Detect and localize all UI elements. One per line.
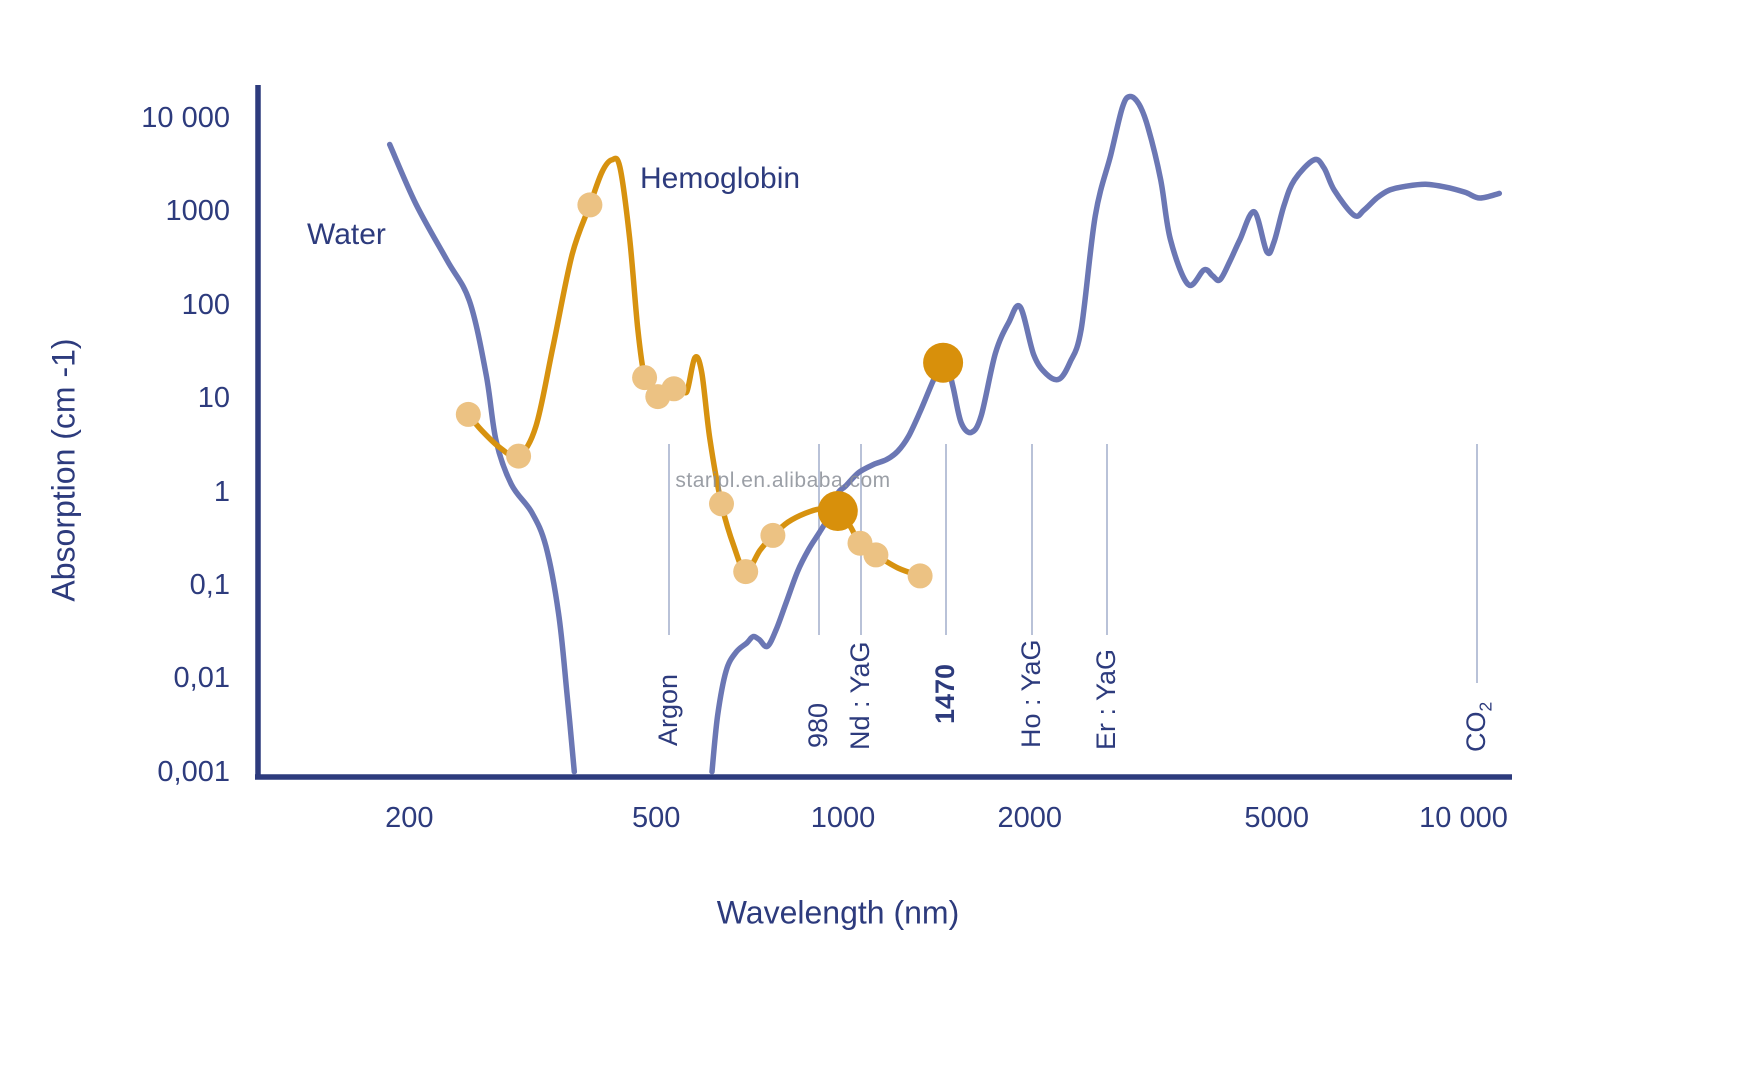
- laser-line-1470: [945, 444, 947, 635]
- laser-line-hoyag: [1031, 444, 1033, 635]
- y-tick-label: 10: [197, 382, 230, 415]
- hemoglobin-curve-label: Hemoglobin: [640, 162, 801, 195]
- y-tick-label: 0,001: [157, 755, 230, 788]
- small-marker-dot: [907, 563, 933, 589]
- small-marker-dot: [863, 542, 889, 568]
- laser-line-eryag: [1106, 444, 1108, 635]
- x-tick-label: 5000: [1244, 802, 1309, 834]
- y-tick-label: 0,1: [189, 569, 230, 601]
- laser-line-980: [818, 444, 820, 635]
- x-tick-label: 500: [631, 802, 681, 834]
- small-marker-dot: [455, 401, 481, 427]
- laser-label-1470: 1470: [930, 663, 960, 724]
- large-marker-dot: [817, 491, 858, 531]
- x-axis-title: Wavelength (nm): [716, 894, 960, 931]
- laser-line-co2: [1476, 444, 1478, 683]
- x-tick-label: 10 000: [1419, 802, 1508, 834]
- laser-label-argon: Argon: [653, 673, 683, 746]
- small-marker-dot: [661, 376, 687, 402]
- x-tick-label: 200: [385, 802, 434, 834]
- y-tick-label: 100: [181, 288, 230, 321]
- laser-line-argon: [668, 444, 670, 635]
- y-tick-label: 0,01: [173, 662, 230, 695]
- y-tick-label: 1000: [165, 195, 230, 228]
- watermark: staripl.en.alibaba.com: [675, 469, 891, 492]
- water-curve-label: Water: [307, 218, 386, 251]
- small-marker-dot: [709, 491, 734, 517]
- laser-label-eryag: Er : YaG: [1091, 648, 1121, 750]
- small-marker-dot: [760, 522, 786, 548]
- laser-label-980: 980: [803, 702, 833, 748]
- y-tick-label: 1: [213, 475, 230, 508]
- small-marker-dot: [733, 559, 759, 585]
- small-marker-dot: [577, 192, 603, 218]
- small-marker-dot: [506, 443, 532, 469]
- y-axis-title: Absorption (cm -1): [45, 338, 82, 602]
- small-marker-dot: [632, 365, 658, 391]
- water-curve: [386, 141, 578, 775]
- x-tick-label: 2000: [997, 802, 1063, 834]
- y-tick-label: 10 000: [141, 102, 230, 134]
- laser-label-co2: CO2: [1461, 701, 1496, 752]
- x-tick-label: 1000: [810, 802, 876, 834]
- large-marker-dot: [923, 342, 964, 383]
- water-curve: [709, 93, 1503, 775]
